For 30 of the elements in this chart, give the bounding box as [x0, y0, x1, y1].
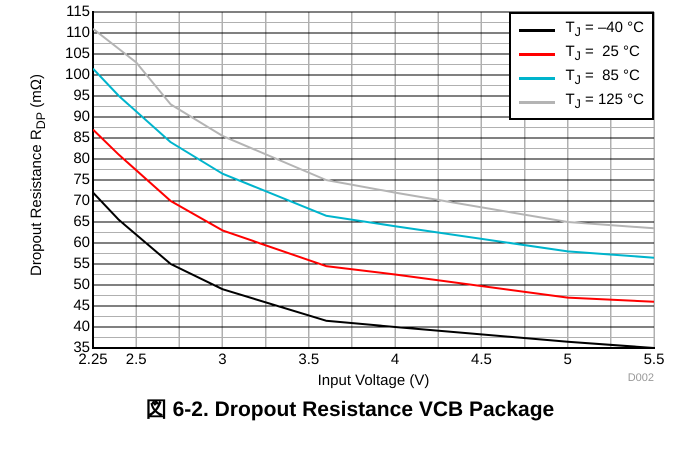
x-tick-label: 4: [390, 351, 400, 368]
y-tick-label: 85: [73, 129, 90, 146]
text: D002: [628, 372, 654, 384]
y-tick-label: 95: [73, 87, 90, 104]
y-tick-label: 90: [73, 108, 90, 126]
y-tick-label: 115: [66, 3, 90, 20]
y-tick-label: 55: [73, 255, 90, 272]
y-tick-label: 110: [66, 24, 90, 42]
y-tick-label: 105: [64, 45, 90, 62]
y-tick-label: 75: [73, 171, 90, 188]
y-tick-label: 100: [64, 66, 90, 84]
y-tick-label: 45: [73, 297, 90, 314]
legend-label: T$_{J}$ = 125 °C: [565, 90, 644, 113]
y-tick-label: 65: [73, 213, 90, 230]
legend-label: T$_{J}$ = 85 °C: [565, 66, 640, 89]
x-tick-label: 3: [218, 351, 227, 368]
x-tick-label: 5: [564, 351, 572, 368]
x-tick-label: 3.5: [298, 351, 320, 368]
y-tick-label: 80: [73, 150, 90, 168]
text: 図 6-2. Dropout Resistance VCB Package: [144, 397, 556, 423]
legend-label: T$_{J}$ = –40 °C: [565, 18, 644, 41]
x-tick-label: 5.5: [644, 351, 664, 368]
y-tick-label: 50: [73, 276, 90, 294]
x-tick-label: 2.5: [126, 351, 147, 368]
y-tick-label: 40: [73, 318, 90, 336]
y-tick-label: 70: [73, 192, 90, 210]
y-tick-label: 60: [73, 234, 90, 252]
x-axis-title: Input Voltage (V): [318, 372, 430, 390]
legend-label: T$_{J}$ = 25 °C: [565, 42, 640, 65]
x-tick-label: 4.5: [470, 351, 492, 368]
